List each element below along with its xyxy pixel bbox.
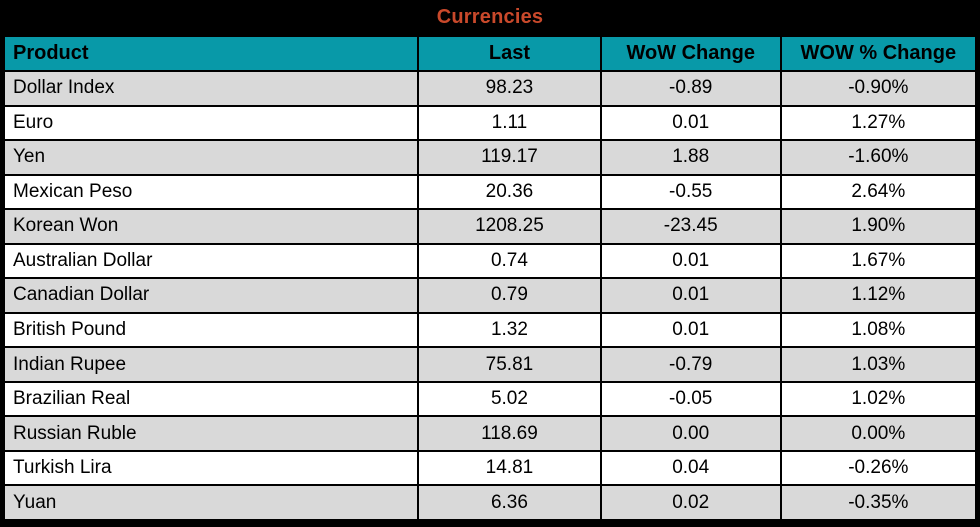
cell-wow-pct-change: 1.12% (779, 277, 978, 314)
cell-wow-pct-change: -1.60% (779, 139, 978, 176)
cell-wow-change: 0.02 (599, 484, 782, 521)
cell-wow-change: -0.89 (599, 70, 782, 107)
cell-wow-change: 0.00 (599, 415, 782, 452)
cell-last: 118.69 (417, 415, 602, 452)
cell-last: 1.32 (417, 311, 602, 349)
cell-wow-pct-change: -0.26% (779, 449, 978, 487)
cell-wow-pct-change: 1.03% (779, 346, 978, 383)
table-row: Brazilian Real 5.02 -0.05 1.02% (2, 380, 978, 418)
table-row: Yuan 6.36 0.02 -0.35% (2, 484, 978, 521)
cell-last: 1208.25 (417, 208, 602, 245)
cell-wow-pct-change: 1.67% (779, 242, 978, 280)
cell-wow-pct-change: -0.35% (779, 484, 978, 521)
cell-product: British Pound (2, 311, 420, 349)
column-header-product: Product (2, 35, 420, 72)
table-row: Canadian Dollar 0.79 0.01 1.12% (2, 277, 978, 314)
cell-last: 0.74 (417, 242, 602, 280)
cell-last: 119.17 (417, 139, 602, 176)
cell-wow-change: 0.01 (599, 277, 782, 314)
table-row: Euro 1.11 0.01 1.27% (2, 104, 978, 142)
cell-wow-pct-change: 1.08% (779, 311, 978, 349)
cell-product: Dollar Index (2, 70, 420, 107)
table-row: Indian Rupee 75.81 -0.79 1.03% (2, 346, 978, 383)
cell-wow-change: -23.45 (599, 208, 782, 245)
cell-last: 75.81 (417, 346, 602, 383)
table-row: Mexican Peso 20.36 -0.55 2.64% (2, 173, 978, 211)
cell-last: 1.11 (417, 104, 602, 142)
cell-product: Turkish Lira (2, 449, 420, 487)
table-row: Australian Dollar 0.74 0.01 1.67% (2, 242, 978, 280)
cell-product: Australian Dollar (2, 242, 420, 280)
cell-product: Yen (2, 139, 420, 176)
header-row: Product Last WoW Change WOW % Change (2, 35, 978, 72)
cell-last: 14.81 (417, 449, 602, 487)
cell-wow-pct-change: 2.64% (779, 173, 978, 211)
cell-product: Brazilian Real (2, 380, 420, 418)
cell-product: Euro (2, 104, 420, 142)
cell-product: Indian Rupee (2, 346, 420, 383)
cell-wow-pct-change: 0.00% (779, 415, 978, 452)
cell-wow-pct-change: 1.90% (779, 208, 978, 245)
cell-last: 5.02 (417, 380, 602, 418)
column-header-wow-change: WoW Change (599, 35, 782, 72)
cell-wow-change: 0.01 (599, 242, 782, 280)
cell-last: 6.36 (417, 484, 602, 521)
table-row: Yen 119.17 1.88 -1.60% (2, 139, 978, 176)
table-row: Dollar Index 98.23 -0.89 -0.90% (2, 70, 978, 107)
column-header-last: Last (417, 35, 602, 72)
cell-wow-change: -0.55 (599, 173, 782, 211)
table-row: Russian Ruble 118.69 0.00 0.00% (2, 415, 978, 452)
cell-last: 20.36 (417, 173, 602, 211)
cell-product: Korean Won (2, 208, 420, 245)
cell-wow-pct-change: 1.27% (779, 104, 978, 142)
column-header-wow-pct-change: WOW % Change (779, 35, 978, 72)
table-title: Currencies (436, 6, 544, 28)
table-row: Turkish Lira 14.81 0.04 -0.26% (2, 449, 978, 487)
cell-wow-change: 1.88 (599, 139, 782, 176)
cell-last: 98.23 (417, 70, 602, 107)
cell-product: Mexican Peso (2, 173, 420, 211)
cell-last: 0.79 (417, 277, 602, 314)
currencies-table: Product Last WoW Change WOW % Change Dol… (2, 35, 978, 521)
cell-wow-change: 0.01 (599, 311, 782, 349)
cell-wow-change: 0.04 (599, 449, 782, 487)
table-row: Korean Won 1208.25 -23.45 1.90% (2, 208, 978, 245)
cell-product: Yuan (2, 484, 420, 521)
cell-wow-change: -0.05 (599, 380, 782, 418)
cell-product: Russian Ruble (2, 415, 420, 452)
cell-wow-change: 0.01 (599, 104, 782, 142)
cell-wow-change: -0.79 (599, 346, 782, 383)
cell-wow-pct-change: -0.90% (779, 70, 978, 107)
table-row: British Pound 1.32 0.01 1.08% (2, 311, 978, 349)
cell-product: Canadian Dollar (2, 277, 420, 314)
cell-wow-pct-change: 1.02% (779, 380, 978, 418)
